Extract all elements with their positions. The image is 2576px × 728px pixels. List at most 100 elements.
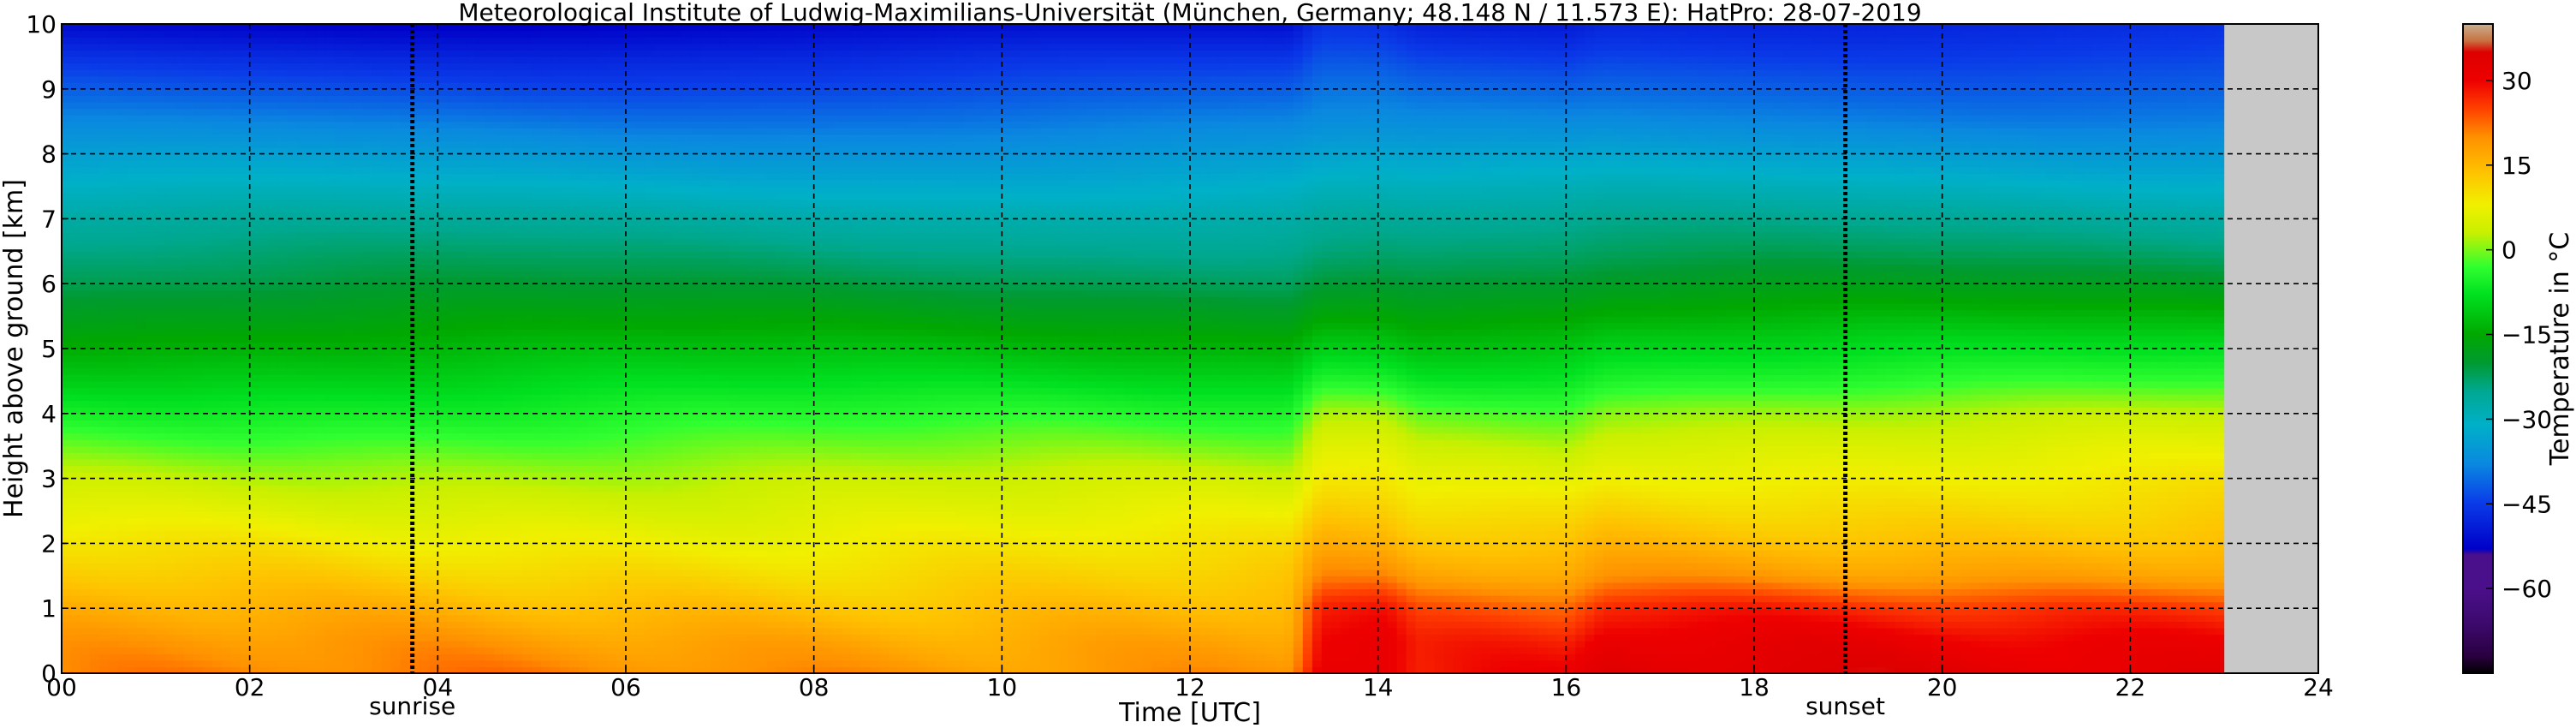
heatmap-cell xyxy=(118,173,128,180)
heatmap-cell xyxy=(184,31,194,38)
heatmap-cell xyxy=(99,140,110,147)
heatmap-cell xyxy=(137,63,147,69)
heatmap-cell xyxy=(175,154,185,161)
heatmap-cell xyxy=(99,336,110,343)
heatmap-cell xyxy=(99,193,110,200)
heatmap-cell xyxy=(118,283,128,290)
heatmap-cell xyxy=(146,31,157,38)
heatmap-cell xyxy=(118,63,128,69)
heatmap-cell xyxy=(184,647,194,654)
heatmap-cell xyxy=(175,427,185,433)
heatmap-cell xyxy=(165,401,176,408)
heatmap-cell xyxy=(203,608,213,615)
heatmap-cell xyxy=(222,660,232,667)
heatmap-cell xyxy=(184,57,194,63)
heatmap-cell xyxy=(62,635,72,641)
heatmap-cell xyxy=(184,271,194,277)
heatmap-cell xyxy=(222,588,232,595)
heatmap-cell xyxy=(128,498,138,504)
heatmap-cell xyxy=(175,465,185,472)
heatmap-cell xyxy=(137,31,147,38)
heatmap-cell xyxy=(222,355,232,362)
heatmap-cell xyxy=(193,89,204,96)
heatmap-cell xyxy=(165,374,176,381)
heatmap-cell xyxy=(203,303,213,310)
heatmap-cell xyxy=(184,563,194,570)
heatmap-cell xyxy=(90,517,100,524)
heatmap-cell xyxy=(71,200,81,206)
heatmap-cell xyxy=(212,102,223,109)
heatmap-cell xyxy=(80,200,91,206)
heatmap-cell xyxy=(62,76,72,83)
heatmap-cell xyxy=(222,349,232,355)
heatmap-cell xyxy=(184,459,194,466)
heatmap-cell xyxy=(137,498,147,504)
heatmap-cell xyxy=(99,167,110,174)
heatmap-cell xyxy=(90,271,100,277)
heatmap-cell xyxy=(203,361,213,368)
heatmap-cell xyxy=(71,206,81,212)
heatmap-cell xyxy=(165,187,176,194)
heatmap-cell xyxy=(109,653,119,660)
heatmap-cell xyxy=(128,323,138,330)
heatmap-cell xyxy=(165,394,176,401)
heatmap-cell xyxy=(156,187,166,194)
heatmap-cell xyxy=(80,303,91,310)
heatmap-cell xyxy=(184,498,194,504)
heatmap-cell xyxy=(62,271,72,277)
heatmap-cell xyxy=(128,128,138,134)
heatmap-cell xyxy=(109,576,119,582)
heatmap-cell xyxy=(146,37,157,44)
heatmap-cell xyxy=(62,414,72,421)
heatmap-cell xyxy=(128,316,138,323)
heatmap-cell xyxy=(71,595,81,602)
heatmap-cell xyxy=(165,557,176,564)
heatmap-cell xyxy=(128,588,138,595)
heatmap-cell xyxy=(99,439,110,446)
heatmap-cell xyxy=(156,414,166,421)
heatmap-cell xyxy=(118,427,128,433)
heatmap-cell xyxy=(118,323,128,330)
heatmap-cell xyxy=(62,296,72,303)
heatmap-cell xyxy=(80,517,91,524)
heatmap-cell xyxy=(137,258,147,265)
heatmap-cell xyxy=(184,180,194,187)
heatmap-cell xyxy=(80,76,91,83)
heatmap-cell xyxy=(137,374,147,381)
heatmap-cell xyxy=(203,323,213,330)
heatmap-cell xyxy=(156,355,166,362)
heatmap-cell xyxy=(128,303,138,310)
heatmap-cell xyxy=(99,122,110,128)
heatmap-cell xyxy=(203,264,213,271)
heatmap-cell xyxy=(222,303,232,310)
heatmap-cell xyxy=(175,582,185,589)
heatmap-cell xyxy=(109,160,119,167)
heatmap-cell xyxy=(90,154,100,161)
heatmap-cell xyxy=(175,647,185,654)
heatmap-cell xyxy=(137,570,147,576)
heatmap-cell xyxy=(156,511,166,518)
heatmap-cell xyxy=(175,439,185,446)
heatmap-cell xyxy=(156,570,166,576)
heatmap-cell xyxy=(90,381,100,388)
heatmap-cell xyxy=(165,69,176,76)
heatmap-cell xyxy=(212,446,223,453)
heatmap-cell xyxy=(62,628,72,635)
heatmap-cell xyxy=(128,154,138,161)
heatmap-cell xyxy=(203,543,213,550)
heatmap-cell xyxy=(193,414,204,421)
heatmap-cell xyxy=(222,251,232,258)
heatmap-cell xyxy=(184,200,194,206)
heatmap-cell xyxy=(137,57,147,63)
heatmap-cell xyxy=(62,173,72,180)
heatmap-cell xyxy=(62,115,72,122)
heatmap-cell xyxy=(212,543,223,550)
heatmap-cell xyxy=(212,89,223,96)
heatmap-cell xyxy=(90,134,100,141)
heatmap-cell xyxy=(146,660,157,667)
heatmap-cell xyxy=(137,122,147,128)
heatmap-cell xyxy=(137,517,147,524)
heatmap-cell xyxy=(118,582,128,589)
heatmap-cell xyxy=(212,109,223,116)
heatmap-cell xyxy=(109,296,119,303)
